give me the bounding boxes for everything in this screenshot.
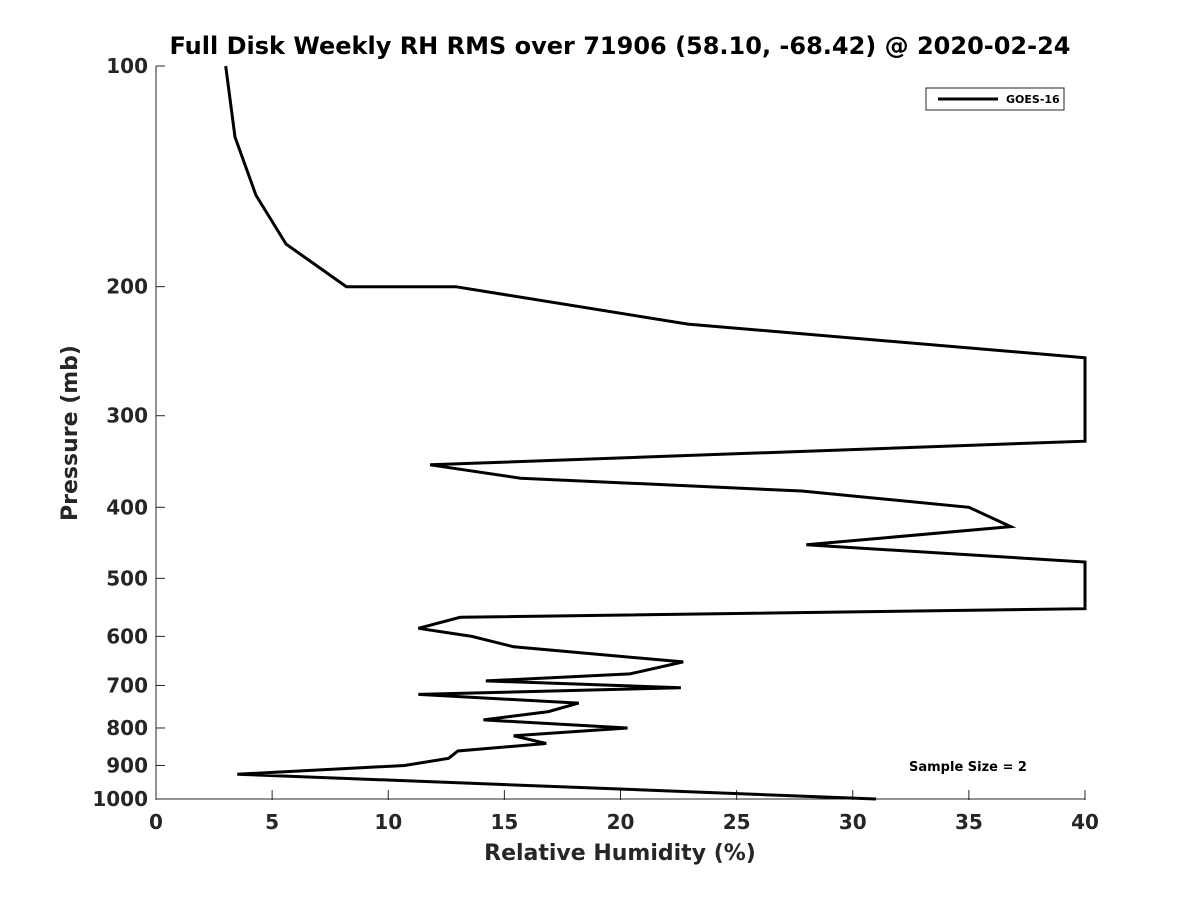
y-axis-label: Pressure (mb) xyxy=(58,345,83,521)
legend-label: GOES-16 xyxy=(1006,93,1060,106)
x-tick-label: 15 xyxy=(490,810,518,834)
chart-title: Full Disk Weekly RH RMS over 71906 (58.1… xyxy=(169,32,1070,60)
y-tick-label: 800 xyxy=(106,716,148,740)
x-tick-label: 35 xyxy=(955,810,983,834)
x-tick-label: 20 xyxy=(607,810,635,834)
x-tick-label: 25 xyxy=(723,810,751,834)
y-tick-label: 200 xyxy=(106,275,148,299)
x-tick-label: 40 xyxy=(1071,810,1099,834)
y-tick-label: 100 xyxy=(106,54,148,78)
y-tick-label: 700 xyxy=(106,673,148,697)
y-tick-label: 900 xyxy=(106,753,148,777)
y-tick-label: 400 xyxy=(106,495,148,519)
x-tick-label: 10 xyxy=(374,810,402,834)
y-tick-label: 300 xyxy=(106,404,148,428)
x-tick-label: 0 xyxy=(149,810,163,834)
legend: GOES-16 xyxy=(925,87,1065,111)
y-tick-label: 500 xyxy=(106,566,148,590)
plot-area: 0 5 10 15 20 25 30 35 40 100 200 300 400 500 600 700 800… xyxy=(92,54,1099,834)
x-tick-label: 5 xyxy=(265,810,279,834)
sample-size-annotation: Sample Size = 2 xyxy=(909,760,1027,775)
y-tick-label: 1000 xyxy=(92,787,148,811)
series-line xyxy=(224,65,1087,801)
x-tick-label: 30 xyxy=(839,810,867,834)
y-tick-label: 600 xyxy=(106,624,148,648)
x-axis-label: Relative Humidity (%) xyxy=(484,841,756,866)
